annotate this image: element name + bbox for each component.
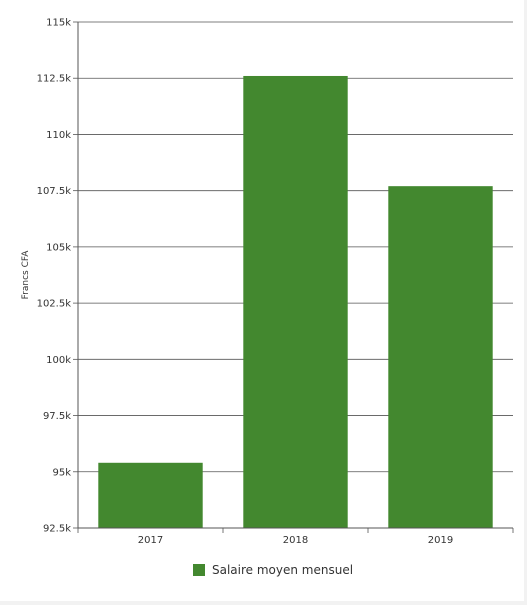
y-axis-title: Francs CFA (21, 250, 31, 300)
y-tick-label: 100k (46, 355, 71, 366)
y-tick-label: 95k (52, 467, 71, 478)
y-tick-label: 115k (46, 18, 71, 29)
bars (98, 75, 493, 529)
bar-2019[interactable] (388, 186, 493, 528)
legend-swatch (193, 564, 205, 576)
y-tick-label: 102.5k (37, 299, 72, 310)
bar-2018[interactable] (243, 75, 348, 529)
y-tick-label: 112.5k (37, 74, 72, 85)
y-tick-label: 107.5k (37, 186, 72, 197)
legend-label: Salaire moyen mensuel (212, 563, 354, 577)
bar-chart: 92.5k 95k 97.5k 100k 102.5k 105k 107.5k 110k 112… (21, 18, 514, 546)
y-tick-label: 105k (46, 242, 71, 253)
legend[interactable]: Salaire moyen mensuel (193, 563, 353, 577)
bar-2017[interactable] (98, 462, 203, 528)
y-tick-label: 92.5k (43, 524, 71, 535)
x-tick-label: 2018 (283, 535, 308, 546)
x-tick-label: 2017 (138, 535, 163, 546)
x-tick-label: 2019 (428, 535, 453, 546)
axes (77, 22, 514, 533)
y-tick-label: 110k (46, 130, 71, 141)
y-tick-label: 97.5k (43, 411, 71, 422)
x-tick-labels: 2017 2018 2019 (138, 535, 453, 546)
y-tick-labels: 92.5k 95k 97.5k 100k 102.5k 105k 107.5k 110k 112… (37, 18, 72, 535)
